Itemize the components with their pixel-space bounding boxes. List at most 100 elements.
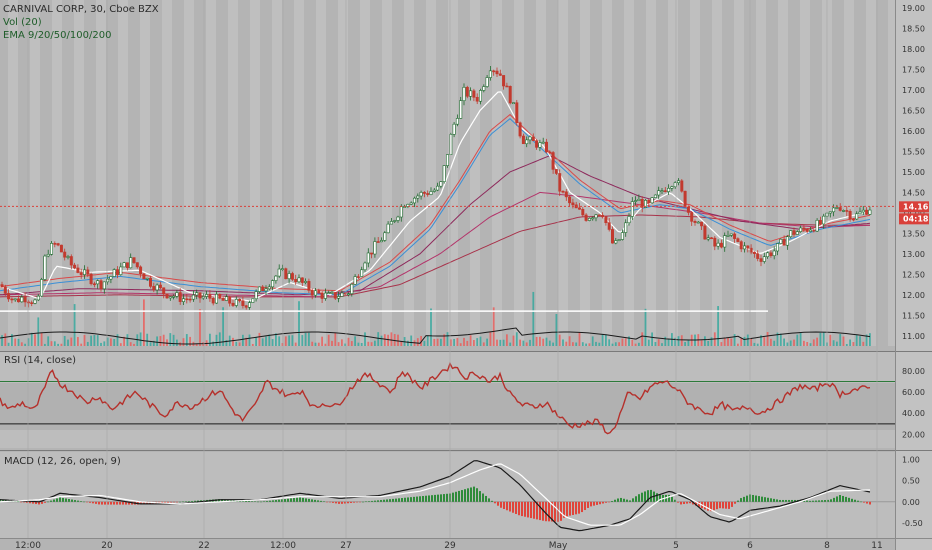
macd-histogram-bar	[179, 501, 181, 503]
macd-histogram-bar	[176, 501, 178, 503]
volume-bar	[50, 341, 53, 346]
macd-histogram-bar	[632, 498, 634, 502]
macd-histogram-bar	[59, 497, 61, 502]
volume-bar	[284, 336, 287, 346]
candle-body	[851, 218, 855, 221]
candle-body	[89, 273, 93, 285]
volume-bar	[710, 337, 713, 346]
macd-histogram-bar	[116, 501, 118, 505]
candle-body	[317, 290, 321, 294]
session-band	[8, 0, 18, 346]
macd-histogram-bar	[182, 501, 184, 503]
volume-bar	[400, 341, 403, 346]
price-axis[interactable]: 19.00 18.50 18.00 17.50 17.00 16.50 16.00 15.50…	[902, 4, 925, 341]
last-price-tag	[899, 201, 929, 213]
volume-bar	[519, 339, 521, 346]
volume-bar	[57, 343, 59, 346]
volume-bar	[684, 342, 686, 346]
candle-body	[515, 102, 519, 124]
macd-histogram-bar	[656, 493, 658, 502]
macd-histogram-bar	[350, 501, 352, 503]
volume-bar	[545, 337, 548, 346]
session-band	[228, 0, 238, 346]
candle-body	[505, 85, 509, 88]
legend-rsi[interactable]: RSI (14, close)	[4, 355, 76, 366]
macd-histogram-bar	[296, 497, 298, 502]
candle-body	[3, 286, 7, 294]
macd-histogram-bar	[245, 500, 247, 502]
volume-bar	[756, 343, 759, 346]
macd-histogram-bar	[56, 498, 58, 502]
volume-bar	[647, 339, 650, 346]
candle-body	[10, 298, 14, 301]
macd-histogram-bar	[164, 501, 166, 503]
macd-histogram-bar	[776, 499, 778, 502]
candle-body	[551, 152, 555, 170]
macd-tick-label: 0.50	[902, 477, 920, 486]
candle-body	[135, 262, 139, 268]
candle-body	[653, 194, 657, 198]
volume-bar	[103, 341, 106, 346]
volume-bar	[261, 338, 264, 346]
legend-macd[interactable]: MACD (12, 26, open, 9)	[4, 456, 121, 467]
candle-body	[122, 262, 126, 268]
symbol-title[interactable]: CARNIVAL CORP, 30, Cboe BZX	[3, 4, 159, 15]
volume-bar	[143, 299, 145, 346]
volume-bar	[390, 332, 393, 346]
macd-histogram-bar	[542, 501, 544, 521]
volume-bar	[370, 342, 373, 346]
candle-body	[69, 256, 73, 266]
candle-body	[353, 276, 357, 285]
candle-body	[617, 239, 621, 241]
volume-bar	[443, 334, 446, 346]
session-band	[140, 0, 150, 346]
volume-bar	[70, 337, 73, 346]
macd-histogram-bar	[764, 497, 766, 502]
volume-bar	[53, 341, 56, 346]
candle-body	[498, 73, 502, 76]
time-axis[interactable]: 12:00 20 22 12:00 27 29 May 5 6 8 11	[15, 0, 883, 550]
rsi-axis: 80.00 60.00 40.00 20.00	[902, 367, 925, 440]
macd-histogram-bar	[65, 498, 67, 502]
macd-histogram-bar	[413, 496, 415, 502]
volume-bar	[311, 341, 314, 346]
macd-histogram-bar	[596, 501, 598, 505]
volume-bar	[387, 334, 389, 346]
macd-histogram-bar	[794, 499, 796, 502]
candle-body	[766, 252, 770, 258]
volume-bar	[832, 340, 835, 346]
candle-body	[149, 277, 153, 287]
candle-body	[726, 235, 730, 237]
macd-histogram-bar	[62, 497, 64, 502]
macd-histogram-bar	[32, 501, 34, 504]
candle-body	[412, 197, 416, 204]
macd-histogram-bar	[353, 501, 355, 503]
volume-bar	[529, 339, 531, 346]
price-tick-label: 13.00	[902, 250, 925, 259]
volume-bar	[608, 339, 611, 346]
volume-bar	[750, 338, 752, 346]
volume-bar	[119, 343, 122, 346]
candle-body	[13, 298, 17, 301]
macd-histogram-bar	[551, 501, 553, 522]
volume-bar	[146, 333, 149, 346]
candle-body	[26, 301, 30, 304]
candle-body	[119, 266, 123, 275]
macd-histogram-bar	[674, 499, 676, 502]
legend-ema[interactable]: EMA 9/20/50/100/200	[3, 30, 111, 41]
candle-body	[544, 141, 548, 153]
macd-histogram-bar	[410, 497, 412, 502]
macd-histogram-bar	[302, 497, 304, 502]
legend-volume[interactable]: Vol (20)	[3, 17, 42, 28]
volume-bar	[743, 336, 746, 346]
macd-histogram-bar	[452, 492, 454, 502]
session-band	[778, 0, 788, 346]
price-tick-label: 16.00	[902, 127, 925, 136]
candle-body	[459, 100, 463, 119]
volume-bar	[44, 343, 46, 346]
candle-body	[719, 242, 723, 248]
macd-histogram-bar	[20, 501, 22, 503]
candle-body	[752, 251, 756, 254]
volume-bar	[562, 339, 564, 346]
